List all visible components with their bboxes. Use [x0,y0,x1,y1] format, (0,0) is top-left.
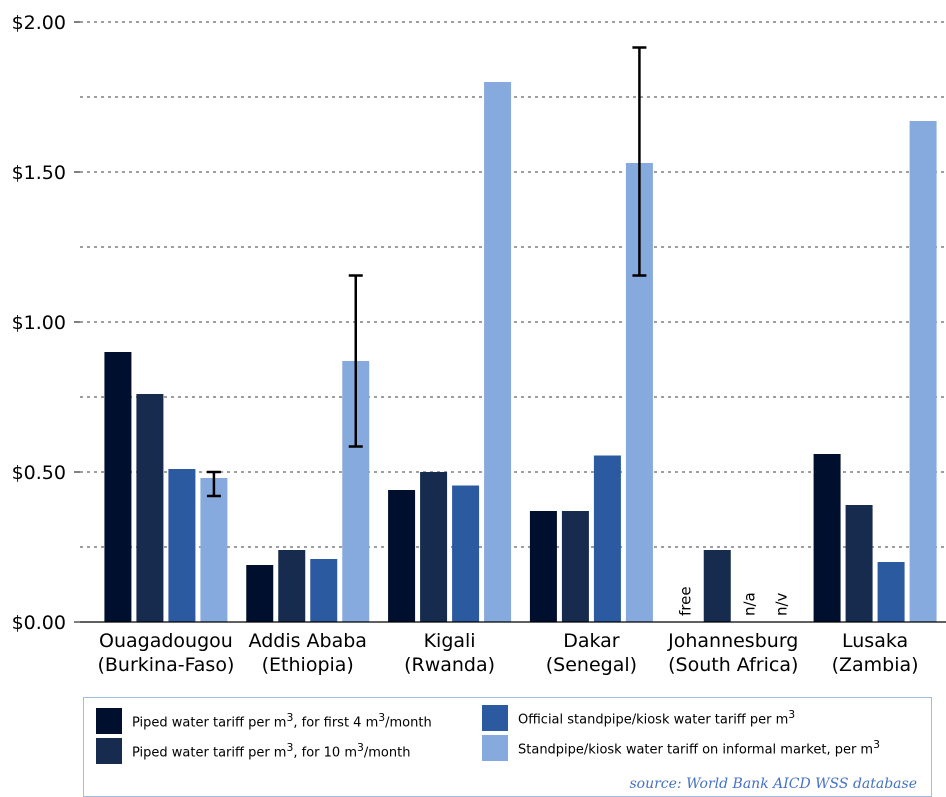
y-tick-label: $1.50 [12,162,66,184]
legend-label: Piped water tariff per m3, for 10 m3/mon… [132,741,411,761]
legend-swatch [482,705,508,731]
category-label: Addis Ababa [249,630,367,652]
category-sublabel: (Burkina-Faso) [97,654,234,676]
legend-swatch [482,735,508,761]
bar [845,505,873,622]
legend-label: Piped water tariff per m3, for first 4 m… [132,711,432,731]
category-label: Dakar [563,630,620,652]
category-sublabel: (Zambia) [832,654,919,676]
bar [388,490,416,622]
gridlines [80,21,946,548]
source-note: source: World Bank AICD WSS database [629,776,917,792]
bar [909,121,937,622]
bars [104,82,937,622]
y-tick-label: $0.50 [12,462,66,484]
bar [813,454,841,622]
bar [104,352,132,622]
y-tick-label: $1.00 [12,312,66,334]
bar [703,550,731,622]
legend-item-official-standpipe: Official standpipe/kiosk water tariff pe… [482,705,795,731]
x-axis: Ouagadougou(Burkina-Faso) Addis Ababa(Eth… [80,621,946,676]
category-label: Ouagadougou [99,630,233,652]
bar-chart: $0.00 $0.50 $1.00 $1.50 $2.00 free n/a n/v Oua… [12,12,946,676]
bar [310,559,338,622]
legend-item-informal-market: Standpipe/kiosk water tariff on informal… [482,735,880,761]
y-tick-label: $0.00 [12,612,66,634]
bar [593,455,621,622]
legend-label: Standpipe/kiosk water tariff on informal… [518,738,880,758]
bar-annotation: free [676,586,694,616]
bar [168,469,196,622]
bar [452,485,480,622]
bar [278,550,306,622]
y-axis: $0.00 $0.50 $1.00 $1.50 $2.00 [12,12,80,634]
legend-swatch [96,738,122,764]
legend-item-piped-10m3: Piped water tariff per m3, for 10 m3/mon… [96,738,410,764]
category-label: Lusaka [842,630,908,652]
bar [561,511,589,622]
category-sublabel: (South Africa) [668,654,798,676]
bar-annotation: n/a [740,592,758,616]
legend: Piped water tariff per m3, for first 4 m… [83,697,932,797]
legend-label: Official standpipe/kiosk water tariff pe… [518,708,796,728]
legend-swatch [96,708,122,734]
error-bars [206,46,647,498]
annotations: free n/a n/v [676,586,790,616]
category-sublabel: (Senegal) [546,654,637,676]
category-label: Johannesburg [667,630,798,652]
category-sublabel: (Rwanda) [404,654,495,676]
category-label: Kigali [424,630,476,652]
bar [420,472,448,622]
bar [136,394,164,622]
bar [200,478,228,622]
legend-item-piped-4m3: Piped water tariff per m3, for first 4 m… [96,708,432,734]
bar [529,511,557,622]
y-tick-label: $2.00 [12,12,66,34]
bar-annotation: n/v [772,592,790,616]
bar [877,562,905,622]
bar [246,565,274,622]
category-sublabel: (Ethiopia) [262,654,354,676]
bar [484,82,512,622]
